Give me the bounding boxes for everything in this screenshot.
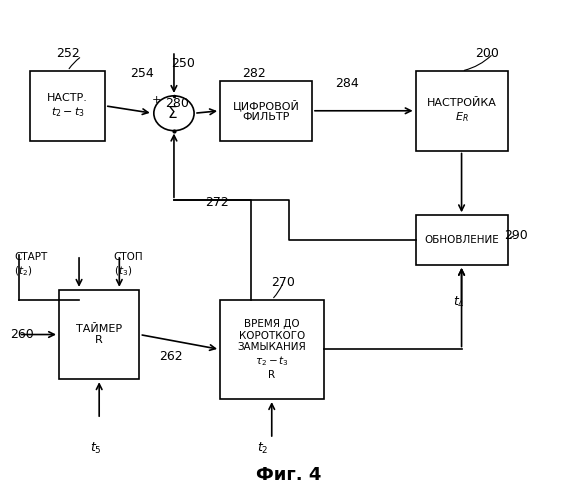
Text: $t_2$: $t_2$: [257, 442, 269, 456]
Text: 262: 262: [160, 350, 183, 364]
Text: ВРЕМЯ ДО
КОРОТКОГО
ЗАМЫКАНИЯ
$\tau_2-t_3$
R: ВРЕМЯ ДО КОРОТКОГО ЗАМЫКАНИЯ $\tau_2-t_3…: [238, 319, 306, 380]
FancyBboxPatch shape: [416, 215, 507, 265]
Text: $t_4$: $t_4$: [453, 294, 465, 310]
Text: $\Sigma$: $\Sigma$: [168, 105, 178, 121]
Text: 284: 284: [335, 77, 358, 90]
Text: 254: 254: [131, 67, 154, 80]
Text: $t_5$: $t_5$: [90, 442, 102, 456]
Text: 250: 250: [171, 57, 195, 70]
FancyBboxPatch shape: [59, 290, 139, 380]
Text: 282: 282: [243, 67, 266, 80]
Text: СТОП
$(t_3)$: СТОП $(t_3)$: [113, 252, 143, 278]
Text: СТАРТ
$(t_2)$: СТАРТ $(t_2)$: [14, 252, 47, 278]
Text: ОБНОВЛЕНИЕ: ОБНОВЛЕНИЕ: [424, 235, 499, 245]
Text: ТАЙМЕР
R: ТАЙМЕР R: [76, 324, 122, 345]
Text: 260: 260: [10, 328, 34, 341]
Text: 280: 280: [165, 97, 189, 110]
Text: 270: 270: [271, 276, 295, 289]
Text: 290: 290: [505, 228, 528, 241]
FancyBboxPatch shape: [30, 71, 105, 140]
Text: 200: 200: [476, 47, 499, 60]
Text: Фиг. 4: Фиг. 4: [256, 466, 322, 483]
FancyBboxPatch shape: [416, 71, 507, 150]
Text: +: +: [151, 95, 161, 105]
Text: 272: 272: [205, 196, 229, 209]
Text: НАСТР.
$t_2-t_3$: НАСТР. $t_2-t_3$: [47, 93, 88, 118]
Text: ЦИФРОВОЙ
ФИЛЬТР: ЦИФРОВОЙ ФИЛЬТР: [232, 99, 299, 122]
FancyBboxPatch shape: [220, 300, 324, 399]
FancyBboxPatch shape: [220, 81, 312, 140]
Text: НАСТРОЙКА
$E_R$: НАСТРОЙКА $E_R$: [427, 98, 497, 124]
Text: 252: 252: [55, 47, 79, 60]
